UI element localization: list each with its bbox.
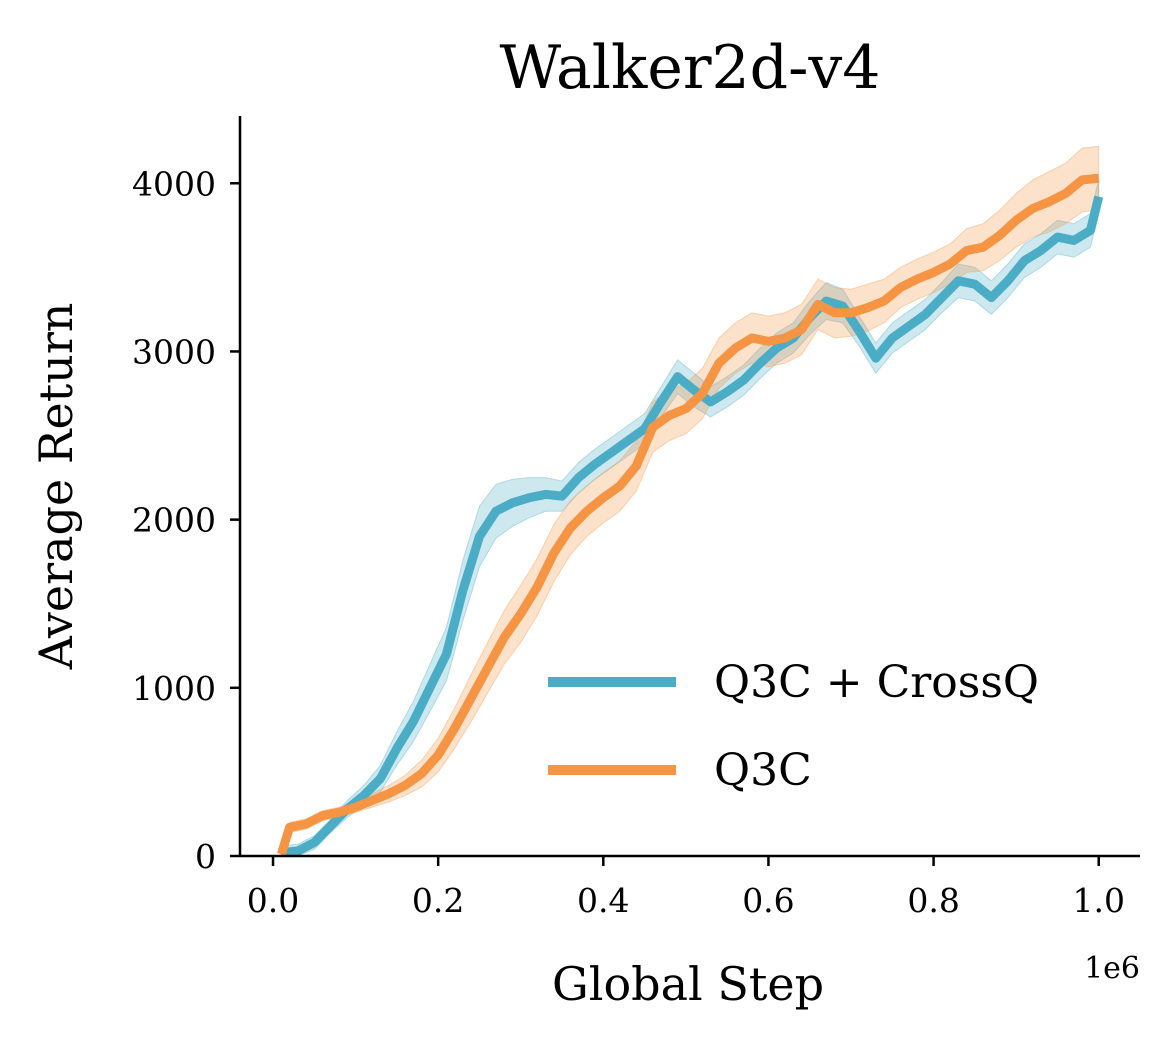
x-tick-label: 0.4 [577, 881, 629, 920]
x-tick-label: 1.0 [1072, 881, 1124, 920]
x-axis-multiplier: 1e6 [1084, 951, 1140, 986]
x-axis-title: Global Step [552, 957, 824, 1011]
series-line-0 [280, 195, 1104, 858]
legend-label-0: Q3C + CrossQ [714, 657, 1039, 708]
legend: Q3C + CrossQ Q3C [548, 657, 1039, 796]
legend-label-1: Q3C [714, 745, 812, 796]
series-line-1 [276, 173, 1100, 856]
x-ticks: 0.0 0.2 0.4 0.6 0.8 1.0 [247, 856, 1125, 920]
y-tick-label: 0 [195, 837, 216, 876]
y-axis-title: Average Return [29, 303, 83, 671]
y-tick-label: 4000 [132, 164, 216, 203]
y-ticks: 0 1000 2000 3000 4000 [132, 164, 240, 876]
x-tick-label: 0.6 [742, 881, 794, 920]
series-lines [276, 173, 1104, 858]
y-tick-label: 3000 [132, 332, 216, 371]
x-tick-label: 0.0 [247, 881, 299, 920]
x-tick-label: 0.8 [907, 881, 959, 920]
y-tick-label: 2000 [132, 501, 216, 540]
chart-title: Walker2d-v4 [500, 33, 881, 103]
x-tick-label: 0.2 [412, 881, 464, 920]
y-tick-label: 1000 [132, 669, 216, 708]
